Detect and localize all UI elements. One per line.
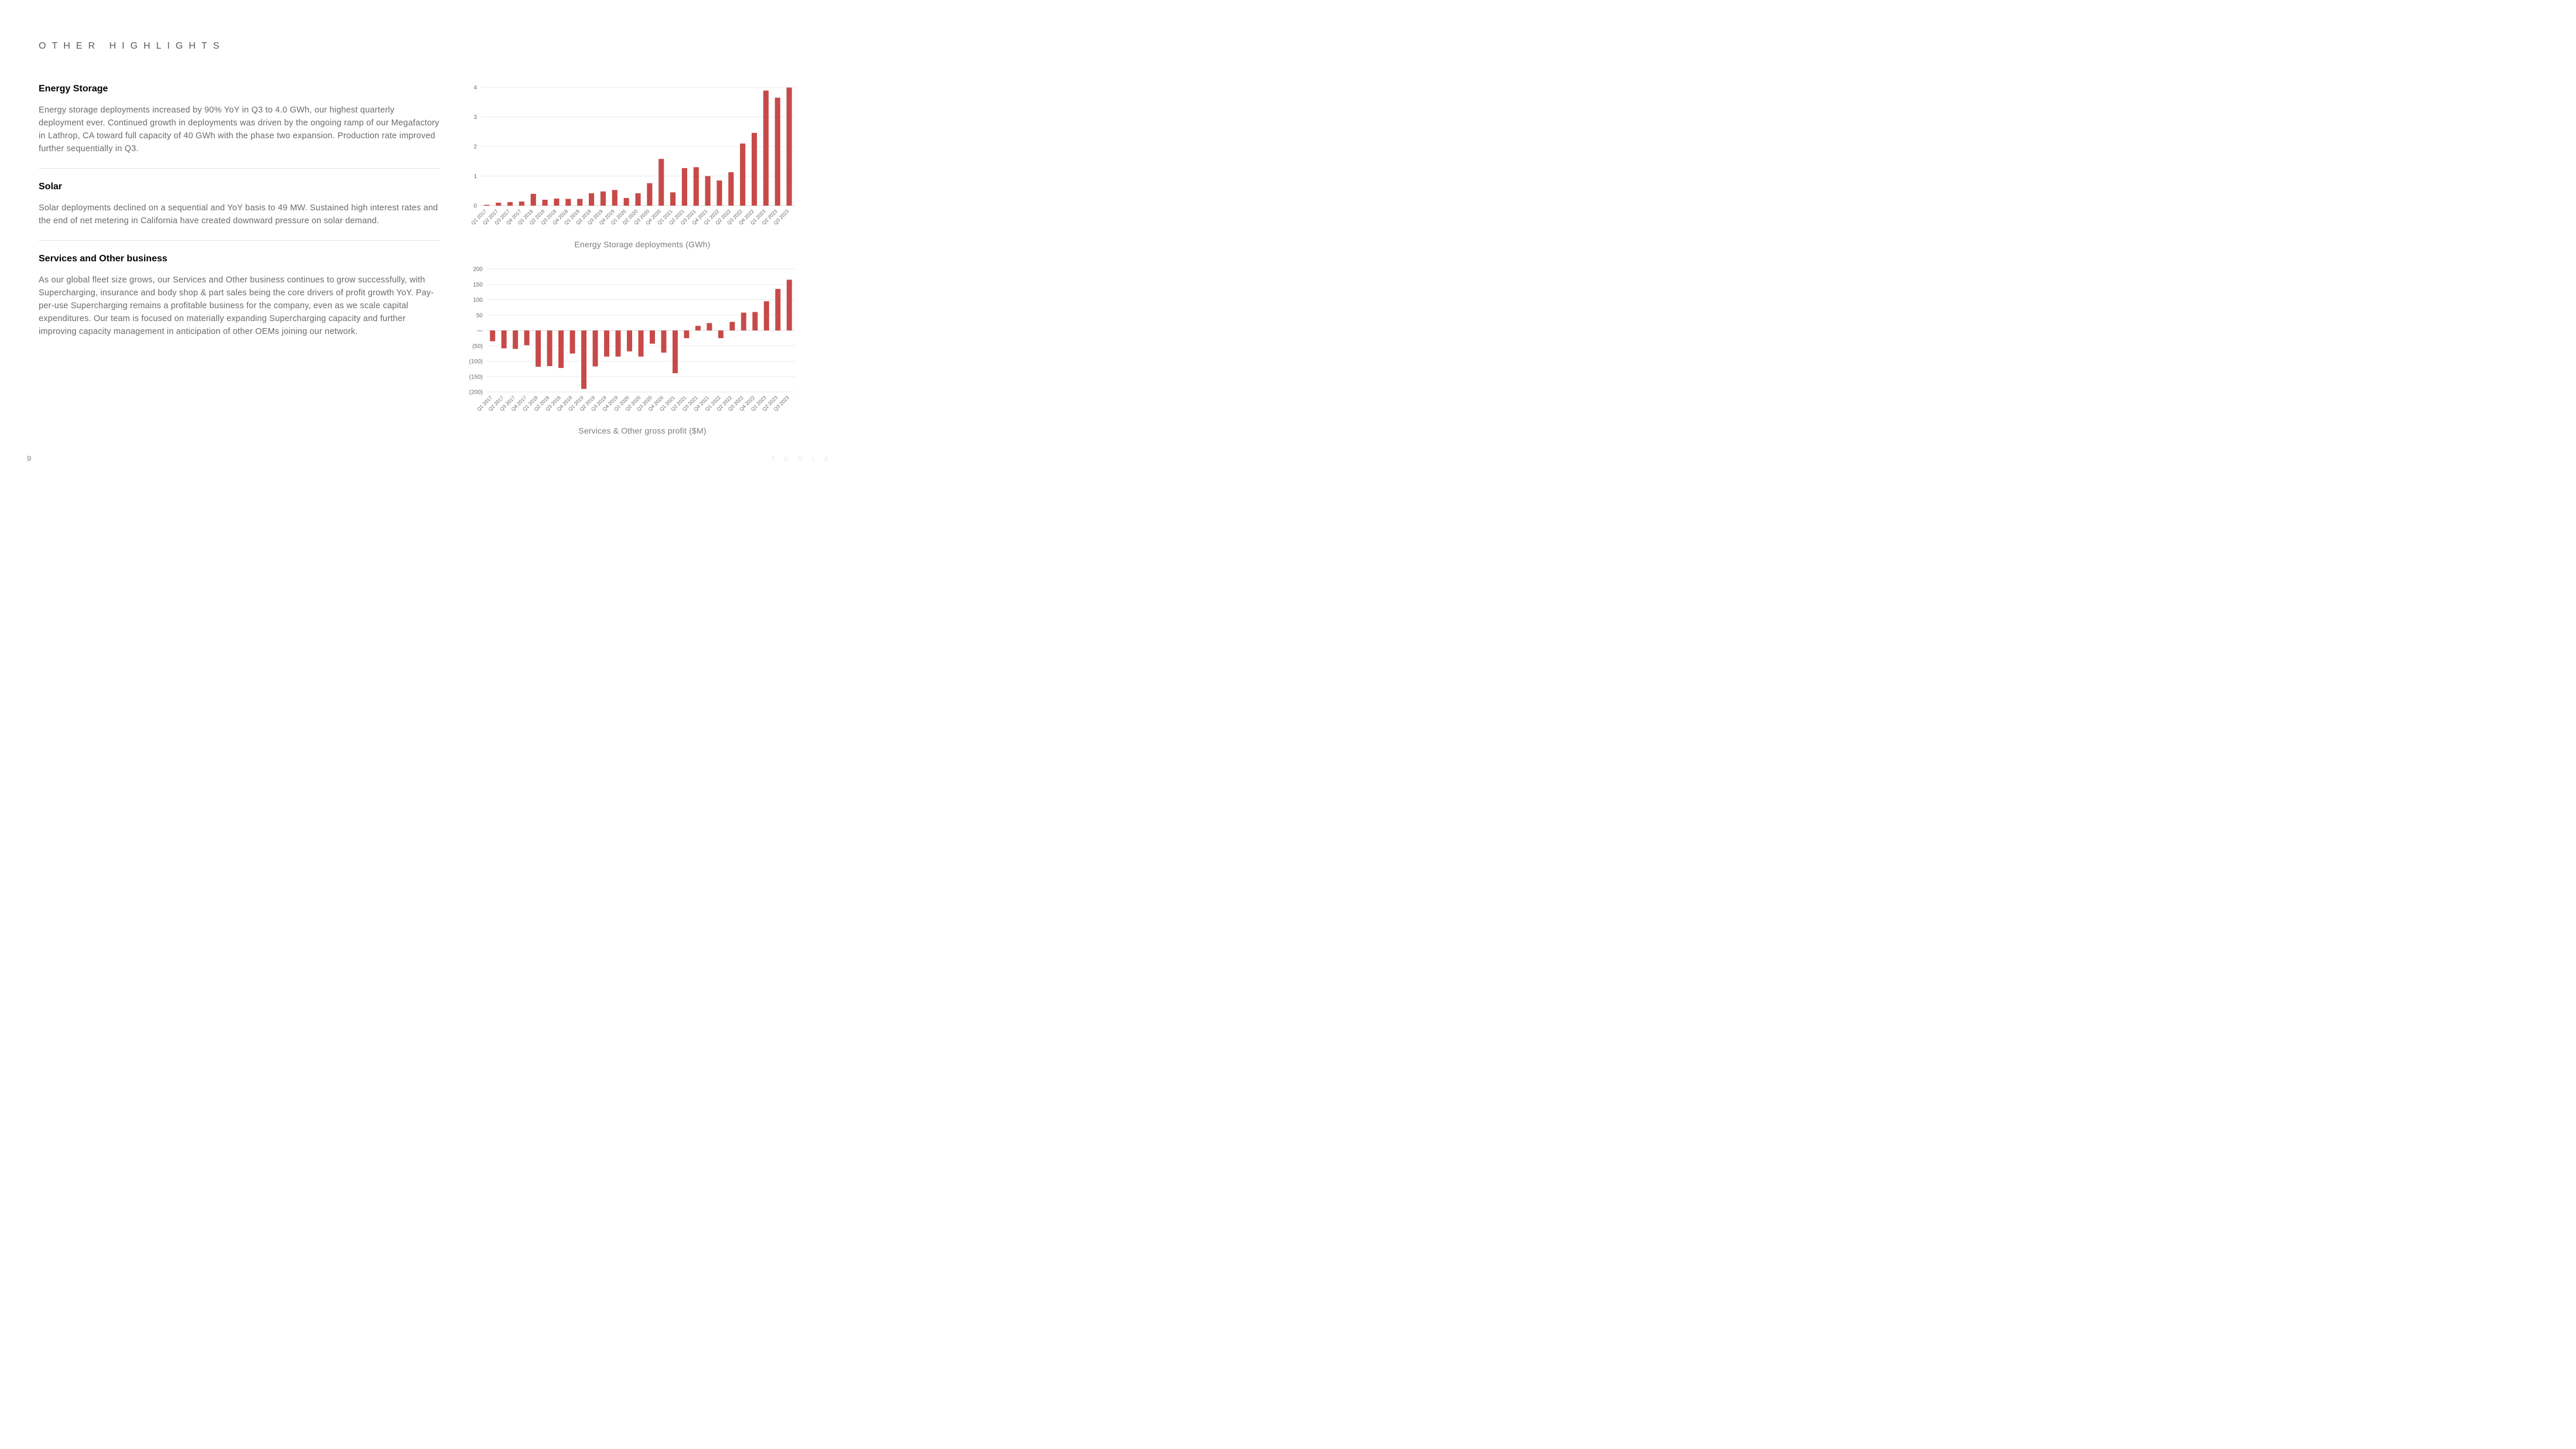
- bar: [547, 330, 552, 366]
- bar: [531, 194, 536, 206]
- bar: [684, 330, 689, 338]
- page-number: 9: [27, 454, 31, 463]
- bar: [740, 144, 745, 206]
- section-heading: Solar: [39, 182, 440, 192]
- slide-page: OTHER HIGHLIGHTS Energy Storage Energy s…: [0, 0, 859, 483]
- svg-text:(100): (100): [469, 359, 483, 365]
- bar: [741, 313, 746, 330]
- chart-caption: Energy Storage deployments (GWh): [461, 240, 824, 249]
- svg-text:2: 2: [473, 144, 477, 151]
- bar: [647, 183, 652, 206]
- content-columns: Energy Storage Energy storage deployment…: [39, 84, 824, 452]
- charts-column: 01234Q1 2017Q2 2017Q3 2017Q4 2017Q1 2018…: [461, 84, 824, 452]
- section-energy-storage: Energy Storage Energy storage deployment…: [39, 84, 440, 169]
- bar: [524, 330, 530, 345]
- bar-chart: 01234Q1 2017Q2 2017Q3 2017Q4 2017Q1 2018…: [461, 84, 824, 236]
- bar: [658, 159, 664, 206]
- bar: [577, 199, 582, 206]
- bar: [558, 330, 564, 368]
- svg-text:3: 3: [473, 114, 477, 121]
- section-services: Services and Other business As our globa…: [39, 254, 440, 351]
- bar: [535, 330, 541, 367]
- svg-text:50: 50: [476, 312, 483, 319]
- bar: [496, 203, 501, 206]
- bar: [612, 190, 617, 206]
- svg-text:(50): (50): [472, 343, 483, 350]
- bar: [707, 323, 712, 330]
- bar: [682, 168, 687, 206]
- section-body: Solar deployments declined on a sequenti…: [39, 202, 440, 227]
- bar: [716, 180, 722, 206]
- bar: [705, 176, 711, 206]
- bar: [775, 289, 780, 330]
- bar: [490, 330, 495, 341]
- svg-text:200: 200: [473, 267, 483, 273]
- bar: [695, 326, 701, 330]
- bar: [764, 301, 769, 330]
- bar: [501, 330, 507, 348]
- chart-energy-storage: 01234Q1 2017Q2 2017Q3 2017Q4 2017Q1 2018…: [461, 84, 824, 249]
- bar: [554, 199, 559, 206]
- bar: [670, 192, 675, 206]
- section-body: Energy storage deployments increased by …: [39, 104, 440, 155]
- chart-svg: 01234Q1 2017Q2 2017Q3 2017Q4 2017Q1 2018…: [461, 84, 801, 236]
- bar: [627, 330, 632, 352]
- bar: [565, 199, 571, 206]
- bar: [589, 193, 594, 206]
- section-heading: Services and Other business: [39, 254, 440, 264]
- bar: [519, 202, 524, 206]
- bar: [729, 322, 735, 330]
- svg-text:—: —: [477, 328, 483, 335]
- svg-text:(150): (150): [469, 374, 483, 380]
- bar: [673, 330, 678, 373]
- svg-text:0: 0: [473, 203, 477, 210]
- section-heading: Energy Storage: [39, 84, 440, 94]
- bar: [639, 330, 644, 357]
- section-solar: Solar Solar deployments declined on a se…: [39, 182, 440, 241]
- text-column: Energy Storage Energy storage deployment…: [39, 84, 440, 452]
- bar: [635, 193, 640, 206]
- section-body: As our global fleet size grows, our Serv…: [39, 274, 440, 338]
- tesla-logo: T E S L A: [771, 455, 832, 463]
- svg-text:1: 1: [473, 173, 477, 180]
- bar: [787, 88, 792, 206]
- bar: [763, 91, 769, 206]
- page-title: OTHER HIGHLIGHTS: [39, 41, 824, 52]
- bar-chart: (200)(150)(100)(50)—50100150200Q1 2017Q2…: [461, 265, 824, 422]
- bar: [513, 330, 518, 349]
- svg-text:4: 4: [473, 85, 477, 91]
- bar: [507, 202, 513, 206]
- bar: [604, 330, 609, 357]
- bar: [624, 198, 629, 206]
- bar: [650, 330, 655, 344]
- bar: [661, 330, 666, 353]
- bar: [570, 330, 575, 353]
- bar: [718, 330, 724, 338]
- chart-svg: (200)(150)(100)(50)—50100150200Q1 2017Q2…: [461, 265, 801, 422]
- bar: [787, 279, 792, 330]
- bar: [484, 204, 489, 206]
- svg-text:150: 150: [473, 282, 483, 288]
- bar: [694, 167, 699, 206]
- bar: [775, 98, 780, 206]
- bar: [581, 330, 586, 389]
- bar: [543, 200, 548, 206]
- bar: [728, 172, 733, 206]
- bar: [601, 192, 606, 206]
- bar: [752, 133, 757, 206]
- bar: [593, 330, 598, 366]
- svg-text:(200): (200): [469, 390, 483, 396]
- chart-caption: Services & Other gross profit ($M): [461, 426, 824, 435]
- bar: [616, 330, 621, 357]
- chart-services-profit: (200)(150)(100)(50)—50100150200Q1 2017Q2…: [461, 265, 824, 435]
- svg-text:100: 100: [473, 297, 483, 304]
- bar: [752, 312, 758, 331]
